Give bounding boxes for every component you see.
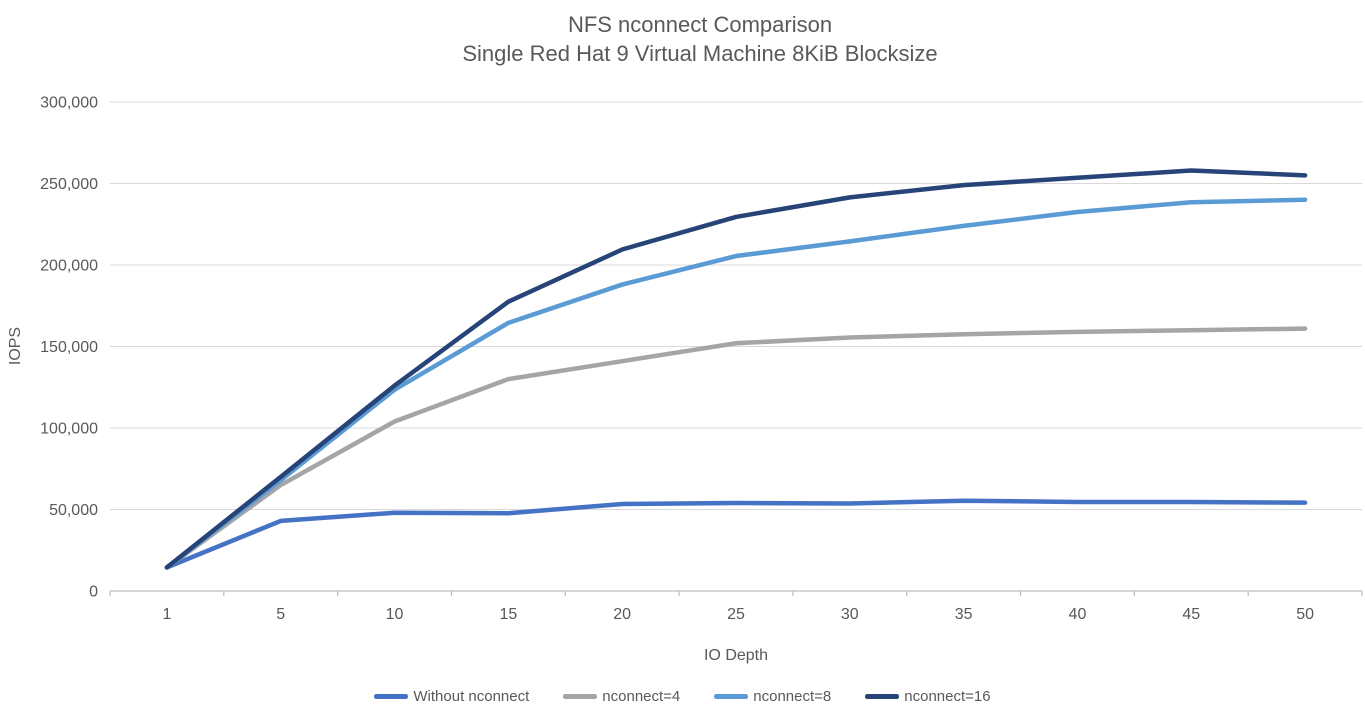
axes <box>109 590 1363 596</box>
x-tick-label: 50 <box>1296 606 1314 623</box>
legend-label: nconnect=4 <box>602 688 681 705</box>
y-tick-label: 0 <box>89 584 98 601</box>
x-tick-label: 15 <box>499 606 517 623</box>
x-tick-label: 10 <box>386 606 404 623</box>
legend-label: nconnect=16 <box>904 688 991 705</box>
x-tick-label: 30 <box>841 606 859 623</box>
chart-subtitle: Single Red Hat 9 Virtual Machine 8KiB Bl… <box>462 41 937 66</box>
legend-swatch-icon <box>714 694 749 699</box>
y-axis-tick-labels: 0 50,000 100,000 150,000 200,000 250,000 300,0… <box>40 95 98 601</box>
x-axis-tick-labels: 1 5 10 15 20 25 30 35 40 45 50 <box>162 606 1314 623</box>
x-tick-label: 45 <box>1182 606 1200 623</box>
y-tick-label: 50,000 <box>49 502 98 519</box>
series-line-nconnect-16 <box>164 168 1308 570</box>
legend-item: nconnect=4 <box>563 688 680 705</box>
series-line-without-nconnect <box>164 498 1308 570</box>
y-axis-title: IOPS <box>7 327 24 365</box>
y-tick-label: 150,000 <box>40 339 98 356</box>
legend-item: nconnect=8 <box>714 688 831 705</box>
y-tick-label: 200,000 <box>40 258 98 275</box>
legend-swatch-icon <box>865 694 900 699</box>
legend-swatch-icon <box>374 694 409 699</box>
legend-item: Without nconnect <box>374 688 529 705</box>
legend-item: nconnect=16 <box>865 688 991 705</box>
gridlines <box>110 101 1362 510</box>
x-tick-label: 20 <box>613 606 631 623</box>
x-tick-label: 1 <box>162 606 171 623</box>
x-tick-label: 40 <box>1069 606 1087 623</box>
series-line-nconnect-8 <box>164 197 1308 570</box>
chart-title: NFS nconnect Comparison <box>568 12 832 37</box>
x-tick-label: 25 <box>727 606 745 623</box>
series-lines <box>164 168 1308 570</box>
y-tick-label: 100,000 <box>40 421 98 438</box>
series-line-nconnect-4 <box>164 326 1308 570</box>
x-tick-label: 5 <box>276 606 285 623</box>
y-tick-label: 250,000 <box>40 176 98 193</box>
legend-swatch-icon <box>563 694 598 699</box>
chart-legend: Without nconnect nconnect=4 nconnect=8 ncon… <box>0 688 1365 705</box>
y-tick-label: 300,000 <box>40 95 98 112</box>
x-axis-title: IO Depth <box>704 647 768 664</box>
legend-label: nconnect=8 <box>753 688 832 705</box>
legend-label: Without nconnect <box>413 688 530 705</box>
x-tick-label: 35 <box>955 606 973 623</box>
